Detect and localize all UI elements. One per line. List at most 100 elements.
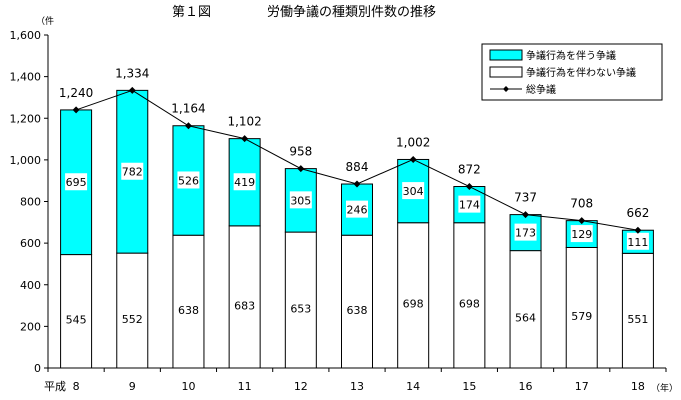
chart-title-figure-number: 第１図 xyxy=(172,5,211,20)
total-disputes-marker xyxy=(241,135,249,143)
x-tick-label: 12 xyxy=(294,380,308,393)
y-tick-label: 1,000 xyxy=(10,154,42,167)
bar-value-label-without-action: 638 xyxy=(347,304,368,317)
total-value-label: 872 xyxy=(458,163,481,177)
bar-value-label-without-action: 638 xyxy=(178,304,199,317)
total-value-label: 1,102 xyxy=(227,115,261,129)
total-disputes-marker xyxy=(578,217,586,225)
total-disputes-marker xyxy=(634,226,642,234)
bar-segment-without-action xyxy=(116,252,149,369)
bar-value-label-without-action: 653 xyxy=(290,302,311,315)
value-label-box xyxy=(233,173,256,191)
total-disputes-marker xyxy=(128,86,136,94)
bar-segment-without-action xyxy=(565,246,598,369)
y-axis-unit: （件 xyxy=(36,15,54,27)
y-tick-label: 400 xyxy=(20,279,41,292)
bar-value-label-with-action: 246 xyxy=(347,204,368,217)
y-tick-label: 200 xyxy=(20,320,41,333)
x-tick-label: 17 xyxy=(575,380,589,393)
bar-value-label-without-action: 579 xyxy=(571,310,592,323)
value-label-box xyxy=(289,191,312,209)
x-axis-unit: （年） xyxy=(651,382,678,394)
x-tick-label: 9 xyxy=(129,380,136,393)
x-axis-era-prefix: 平成 xyxy=(44,380,66,393)
x-tick-label: 15 xyxy=(462,380,476,393)
total-value-label: 737 xyxy=(514,191,537,205)
total-value-label: 708 xyxy=(570,197,593,211)
value-label-box xyxy=(626,232,649,250)
bar-value-label-with-action: 173 xyxy=(515,227,536,240)
total-value-label: 1,002 xyxy=(396,135,430,149)
value-label-box xyxy=(402,182,425,200)
value-label-box xyxy=(514,223,537,241)
bar-segment-without-action xyxy=(228,225,261,369)
bar-value-label-without-action: 698 xyxy=(459,298,480,311)
bar-value-label-with-action: 174 xyxy=(459,199,480,212)
bar-value-label-without-action: 545 xyxy=(66,314,87,327)
bar-value-label-with-action: 304 xyxy=(403,185,424,198)
total-value-label: 1,240 xyxy=(59,86,93,100)
bar-value-label-with-action: 526 xyxy=(178,174,199,187)
bar-segment-without-action xyxy=(60,254,93,369)
total-disputes-marker xyxy=(353,180,361,188)
value-label-box xyxy=(65,173,88,191)
x-tick-label: 14 xyxy=(406,380,420,393)
bar-value-label-without-action: 683 xyxy=(234,299,255,312)
value-label-box xyxy=(121,162,144,180)
bar-segment-without-action xyxy=(621,252,654,369)
y-tick-label: 1,400 xyxy=(10,71,42,84)
y-tick-label: 600 xyxy=(20,237,41,250)
bar-value-label-without-action: 551 xyxy=(627,313,648,326)
bar-segment-without-action xyxy=(453,222,486,369)
value-label-box xyxy=(570,225,593,243)
bar-segment-without-action xyxy=(284,231,317,369)
bar-value-label-with-action: 419 xyxy=(234,176,255,189)
x-tick-label: 10 xyxy=(181,380,195,393)
total-disputes-marker xyxy=(184,122,192,130)
bar-value-label-with-action: 782 xyxy=(122,166,143,179)
bar-value-label-with-action: 111 xyxy=(627,236,648,249)
y-tick-label: 1,200 xyxy=(10,112,42,125)
bar-segment-without-action xyxy=(509,250,542,369)
bar-value-label-without-action: 698 xyxy=(403,298,424,311)
total-disputes-marker xyxy=(297,165,305,173)
bar-value-label-without-action: 552 xyxy=(122,313,143,326)
bar-value-label-without-action: 564 xyxy=(515,312,536,325)
total-value-label: 958 xyxy=(289,145,312,159)
total-disputes-marker xyxy=(409,155,417,163)
bar-segment-without-action xyxy=(397,222,430,369)
total-disputes-marker xyxy=(522,211,530,219)
value-label-box xyxy=(346,200,368,218)
total-value-label: 1,334 xyxy=(115,66,149,80)
chart-title: 労働争議の種類別件数の推移 xyxy=(267,4,436,20)
y-tick-label: 800 xyxy=(20,196,41,209)
bar-value-label-with-action: 305 xyxy=(290,194,311,207)
x-tick-label: 16 xyxy=(519,380,533,393)
legend-entry-label: 総争議 xyxy=(526,83,556,96)
bar-value-label-with-action: 695 xyxy=(66,176,87,189)
legend-entry-label: 争議行為を伴う争議 xyxy=(526,49,616,62)
total-disputes-marker xyxy=(72,106,80,114)
bar-value-label-with-action: 129 xyxy=(571,228,592,241)
plot-area: 0 200 400 600 800 1,000 1,200 1,400 1,600 545 695 8… xyxy=(10,29,667,393)
total-value-label: 662 xyxy=(626,206,649,220)
legend-swatch xyxy=(489,66,523,78)
x-tick-label: 13 xyxy=(350,380,364,393)
legend-entry-label: 争議行為を伴わない争議 xyxy=(526,66,636,79)
bar-segment-without-action xyxy=(172,234,205,369)
legend-marker-swatch xyxy=(503,86,509,92)
value-label-box xyxy=(177,171,200,189)
total-disputes-marker xyxy=(465,183,473,191)
total-value-label: 884 xyxy=(346,160,369,174)
y-tick-label: 1,600 xyxy=(10,29,42,42)
total-value-label: 1,164 xyxy=(171,102,205,116)
y-tick-label: 0 xyxy=(34,362,41,375)
bar-segment-without-action xyxy=(341,234,373,369)
value-label-box xyxy=(458,195,481,213)
x-tick-label: 8 xyxy=(73,380,80,393)
legend-swatch xyxy=(489,49,523,61)
x-tick-label: 11 xyxy=(238,380,252,393)
x-tick-label: 18 xyxy=(631,380,645,393)
